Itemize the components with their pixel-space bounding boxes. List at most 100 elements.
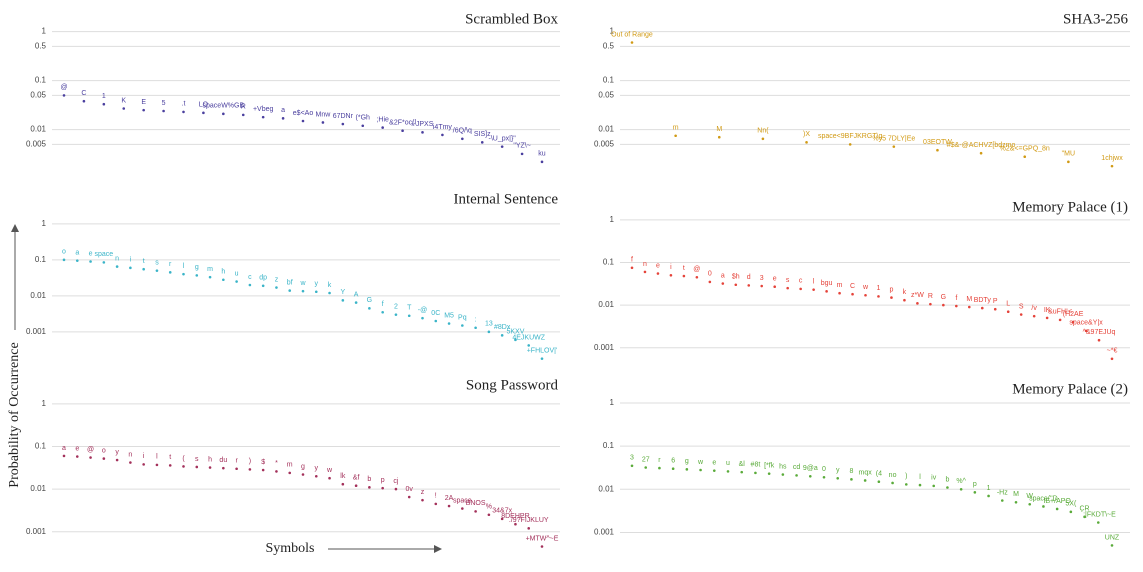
- point: [864, 293, 867, 297]
- point-label: cd: [793, 464, 801, 471]
- point-label: G: [941, 294, 946, 301]
- point-label: %^: [956, 478, 966, 485]
- point-label: 3: [630, 455, 634, 462]
- point-label: e: [75, 445, 79, 452]
- point: [275, 470, 278, 473]
- point-label: du: [219, 457, 227, 464]
- point: [658, 466, 661, 470]
- y-tick-label: 0.001: [26, 527, 47, 536]
- point: [407, 314, 411, 318]
- point: [155, 269, 159, 272]
- y-tick-label: 0.005: [594, 139, 615, 148]
- point-label: 9@a: [803, 465, 818, 472]
- point-label: u: [235, 270, 239, 277]
- point-label: w: [299, 280, 306, 287]
- point: [955, 304, 958, 308]
- point: [421, 498, 424, 502]
- point: [773, 285, 777, 288]
- point-label: r: [169, 261, 172, 268]
- point: [656, 272, 660, 275]
- point-label: /v: [1031, 305, 1037, 312]
- point-label: @: [693, 266, 700, 273]
- point-label: e: [89, 250, 93, 257]
- point: [500, 334, 504, 337]
- point-label: ): [249, 458, 251, 465]
- point-label: 5: [162, 100, 166, 107]
- point: [394, 487, 398, 491]
- point-label: e: [773, 276, 777, 283]
- point: [747, 284, 751, 287]
- point: [434, 502, 438, 506]
- point-label: y: [315, 281, 319, 288]
- point: [959, 487, 963, 491]
- point-label: s: [195, 456, 199, 463]
- point: [62, 94, 66, 97]
- point: [540, 160, 544, 164]
- point-label: 1: [987, 485, 991, 492]
- y-tick-label: 0.1: [35, 442, 47, 451]
- point-label: 27: [642, 456, 650, 463]
- point-label: i: [130, 257, 132, 264]
- point: [1014, 500, 1018, 504]
- point: [314, 290, 318, 294]
- point: [671, 467, 675, 471]
- y-tick-label: 0.01: [598, 484, 614, 493]
- point: [261, 284, 265, 288]
- x-axis-label: Symbols: [265, 541, 314, 556]
- point-label: 2A: [445, 495, 454, 502]
- point-label: C: [81, 90, 86, 97]
- point-label: h: [221, 269, 225, 276]
- point: [527, 527, 531, 530]
- point-label: S: [1019, 303, 1024, 310]
- point: [734, 283, 738, 287]
- point-label: r: [235, 458, 238, 465]
- point: [368, 486, 371, 489]
- y-tick-label: 0.001: [594, 343, 615, 352]
- point: [168, 271, 172, 274]
- point: [851, 292, 854, 296]
- point-label: a: [62, 445, 66, 452]
- point: [712, 469, 716, 472]
- point: [474, 510, 477, 513]
- point-label: n: [643, 261, 647, 268]
- point-label: L: [1006, 301, 1010, 308]
- point-label: z*W: [911, 292, 924, 299]
- point-label: m: [287, 462, 293, 469]
- point: [407, 495, 411, 499]
- point-label: h: [208, 456, 212, 463]
- y-tick-label: 0.001: [594, 528, 615, 537]
- point: [836, 476, 840, 480]
- point: [261, 468, 265, 472]
- point-label: ~*€: [1107, 348, 1118, 355]
- point: [825, 290, 828, 293]
- point: [447, 504, 451, 508]
- point-label: Nn(: [757, 128, 769, 135]
- point-label: ;Hie: [376, 116, 389, 123]
- point-label: space&Y|x: [1069, 320, 1103, 327]
- point: [918, 483, 922, 487]
- point-label: R: [241, 104, 246, 111]
- point-label: space: [94, 251, 113, 258]
- point-label: spaceW%GB: [203, 103, 245, 110]
- point: [441, 133, 444, 137]
- y-tick-label: 1: [42, 27, 47, 36]
- point-label: M: [1013, 491, 1019, 498]
- point: [1110, 164, 1114, 168]
- point-label: 1chjwx: [1101, 155, 1123, 162]
- point: [1096, 521, 1100, 524]
- point-label: CR: [1080, 506, 1090, 513]
- point: [182, 465, 185, 468]
- point: [381, 126, 384, 129]
- point-label: G: [367, 297, 372, 304]
- point-label: [*fk: [764, 463, 775, 470]
- point-label: l: [156, 454, 158, 461]
- point-label: lk: [340, 473, 346, 480]
- point: [421, 131, 424, 134]
- point: [708, 280, 712, 284]
- point: [669, 273, 673, 277]
- point-label: k: [903, 289, 907, 296]
- point: [75, 455, 79, 458]
- point: [1028, 502, 1032, 506]
- point: [461, 137, 464, 141]
- point-label: .t: [182, 101, 186, 108]
